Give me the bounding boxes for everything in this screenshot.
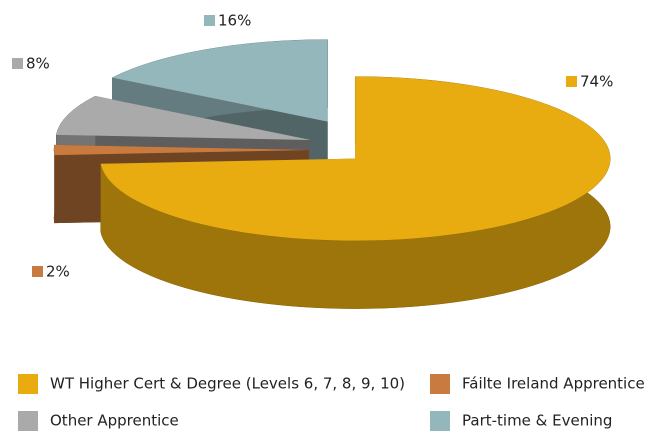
- label-swatch: [12, 58, 23, 69]
- label-swatch: [566, 76, 577, 87]
- label-swatch: [32, 266, 43, 277]
- data-label: 2%: [46, 263, 70, 281]
- legend-swatch: [430, 374, 450, 394]
- legend-swatch: [18, 374, 38, 394]
- slice: [54, 144, 309, 156]
- legend-label: Fáilte Ireland Apprentice: [462, 375, 645, 393]
- slice: [56, 96, 311, 140]
- slice-side: [53, 144, 55, 224]
- data-label: 16%: [218, 12, 251, 30]
- legend-swatch: [430, 411, 450, 431]
- legend-label: Other Apprentice: [50, 412, 179, 430]
- legend-label: Part-time & Evening: [462, 412, 612, 430]
- legend-swatch: [18, 411, 38, 431]
- legend-label: WT Higher Cert & Degree (Levels 6, 7, 8,…: [50, 375, 405, 393]
- data-label: 8%: [26, 55, 50, 73]
- slice: [112, 39, 328, 122]
- slice: [100, 76, 611, 241]
- label-swatch: [204, 15, 215, 26]
- data-label: 74%: [580, 73, 613, 91]
